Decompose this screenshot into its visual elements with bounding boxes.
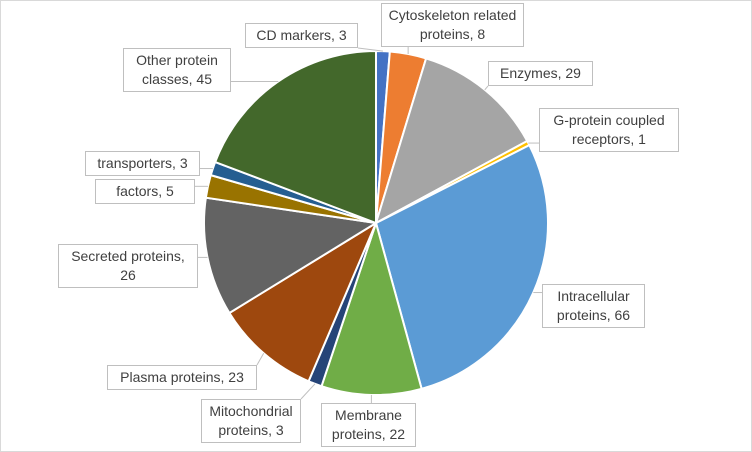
pie-slice <box>374 57 529 226</box>
leader-line <box>484 85 489 91</box>
data-label: Cytoskeleton related proteins, 8 <box>381 3 524 47</box>
leader-line <box>300 383 316 400</box>
leader-line <box>357 47 383 52</box>
data-label: Secreted proteins, 26 <box>58 244 198 288</box>
pie-slice <box>203 196 379 315</box>
data-label: G-protein coupled receptors, 1 <box>539 108 679 152</box>
data-label: Other protein classes, 45 <box>123 48 231 92</box>
data-label: Membrane proteins, 22 <box>321 403 416 447</box>
data-label: Enzymes, 29 <box>488 61 593 86</box>
data-label: Mitochondrial proteins, 3 <box>201 399 301 443</box>
data-label: transporters, 3 <box>85 151 200 176</box>
leader-line <box>256 353 265 366</box>
pie-slice <box>228 220 379 383</box>
data-label: Plasma proteins, 23 <box>107 365 257 390</box>
data-label: factors, 5 <box>95 179 195 204</box>
data-label: CD markers, 3 <box>245 23 358 48</box>
data-label: Intracellular proteins, 66 <box>542 284 645 328</box>
